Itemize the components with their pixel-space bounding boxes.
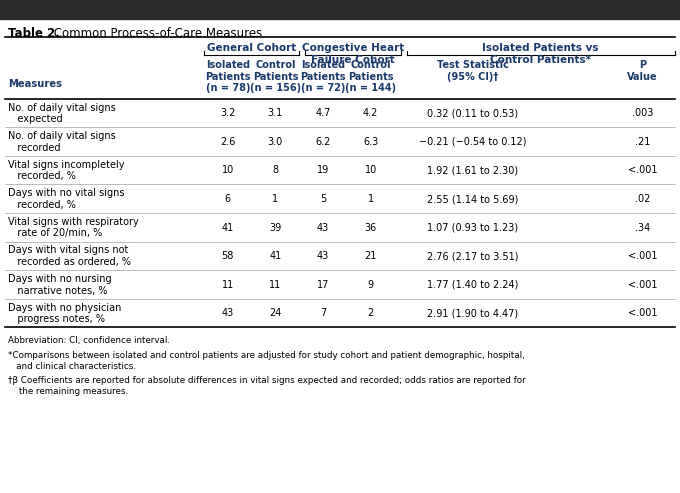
Text: Days with no vital signs
   recorded, %: Days with no vital signs recorded, % [8, 188, 124, 210]
Text: Measures: Measures [8, 79, 62, 89]
Text: No. of daily vital signs
   recorded: No. of daily vital signs recorded [8, 131, 116, 153]
Text: 4.7: 4.7 [316, 108, 330, 118]
Text: 2.91 (1.90 to 4.47): 2.91 (1.90 to 4.47) [427, 309, 518, 318]
Text: <.001: <.001 [628, 251, 658, 261]
Text: 1.77 (1.40 to 2.24): 1.77 (1.40 to 2.24) [427, 280, 518, 290]
Text: Control
Patients
(n = 144): Control Patients (n = 144) [345, 60, 396, 93]
Text: 11: 11 [269, 280, 282, 290]
Text: No. of daily vital signs
   expected: No. of daily vital signs expected [8, 103, 116, 124]
Text: 36: 36 [364, 223, 377, 233]
Text: .003: .003 [632, 108, 653, 118]
Text: .34: .34 [635, 223, 650, 233]
Text: 1: 1 [272, 194, 279, 204]
Text: 6.3: 6.3 [363, 137, 378, 147]
Text: 8: 8 [272, 166, 279, 176]
Text: 43: 43 [222, 309, 234, 318]
Text: Abbreviation: CI, confidence interval.: Abbreviation: CI, confidence interval. [8, 336, 170, 345]
Text: Vital signs with respiratory
   rate of 20/min, %: Vital signs with respiratory rate of 20/… [8, 217, 139, 239]
Text: <.001: <.001 [628, 309, 658, 318]
Text: 2.55 (1.14 to 5.69): 2.55 (1.14 to 5.69) [427, 194, 518, 204]
Text: Isolated
Patients
(n = 78): Isolated Patients (n = 78) [205, 60, 250, 93]
Text: †β Coefficients are reported for absolute differences in vital signs expected an: †β Coefficients are reported for absolut… [8, 376, 526, 386]
Text: 6.2: 6.2 [316, 137, 330, 147]
Text: <.001: <.001 [628, 166, 658, 176]
Text: Congestive Heart
Failure Cohort: Congestive Heart Failure Cohort [302, 43, 404, 65]
Text: 9: 9 [367, 280, 374, 290]
Text: 17: 17 [317, 280, 329, 290]
Text: <.001: <.001 [628, 280, 658, 290]
Text: .21: .21 [635, 137, 650, 147]
Text: 3.0: 3.0 [268, 137, 283, 147]
Text: Isolated Patients vs
Control Patients*: Isolated Patients vs Control Patients* [482, 43, 599, 65]
Text: −0.21 (−0.54 to 0.12): −0.21 (−0.54 to 0.12) [419, 137, 526, 147]
Text: 19: 19 [317, 166, 329, 176]
Text: Table 2.: Table 2. [8, 27, 60, 40]
Text: Days with no nursing
   narrative notes, %: Days with no nursing narrative notes, % [8, 274, 112, 296]
Text: 43: 43 [317, 251, 329, 261]
Text: .02: .02 [635, 194, 650, 204]
Text: 5: 5 [320, 194, 326, 204]
Text: 2.76 (2.17 to 3.51): 2.76 (2.17 to 3.51) [427, 251, 518, 261]
Text: 24: 24 [269, 309, 282, 318]
Text: P
Value: P Value [627, 60, 658, 82]
Text: 4.2: 4.2 [363, 108, 378, 118]
Text: Isolated
Patients
(n = 72): Isolated Patients (n = 72) [301, 60, 345, 93]
Text: 6: 6 [224, 194, 231, 204]
Text: Days with vital signs not
   recorded as ordered, %: Days with vital signs not recorded as or… [8, 246, 131, 267]
Text: 10: 10 [222, 166, 234, 176]
Text: 7: 7 [320, 309, 326, 318]
Text: 39: 39 [269, 223, 282, 233]
Text: General Cohort: General Cohort [207, 43, 296, 53]
Text: Vital signs incompletely
   recorded, %: Vital signs incompletely recorded, % [8, 160, 124, 181]
Text: Days with no physician
   progress notes, %: Days with no physician progress notes, % [8, 303, 122, 324]
Text: and clinical characteristics.: and clinical characteristics. [8, 361, 136, 371]
Text: 10: 10 [364, 166, 377, 176]
Text: 11: 11 [222, 280, 234, 290]
Text: 3.2: 3.2 [220, 108, 235, 118]
Text: 58: 58 [222, 251, 234, 261]
Text: 2: 2 [367, 309, 374, 318]
Text: 41: 41 [269, 251, 282, 261]
Text: 3.1: 3.1 [268, 108, 283, 118]
Text: the remaining measures.: the remaining measures. [8, 387, 129, 396]
Text: Control
Patients
(n = 156): Control Patients (n = 156) [250, 60, 301, 93]
Text: *Comparisons between isolated and control patients are adjusted for study cohort: *Comparisons between isolated and contro… [8, 351, 525, 360]
Text: Test Statistic
(95% CI)†: Test Statistic (95% CI)† [437, 60, 509, 82]
Text: 0.32 (0.11 to 0.53): 0.32 (0.11 to 0.53) [427, 108, 518, 118]
Text: Common Process-of-Care Measures: Common Process-of-Care Measures [50, 27, 262, 40]
Text: 43: 43 [317, 223, 329, 233]
Text: 2.6: 2.6 [220, 137, 235, 147]
Text: 1.07 (0.93 to 1.23): 1.07 (0.93 to 1.23) [427, 223, 518, 233]
Text: 21: 21 [364, 251, 377, 261]
Text: 1: 1 [367, 194, 374, 204]
Text: 41: 41 [222, 223, 234, 233]
Text: 1.92 (1.61 to 2.30): 1.92 (1.61 to 2.30) [427, 166, 518, 176]
